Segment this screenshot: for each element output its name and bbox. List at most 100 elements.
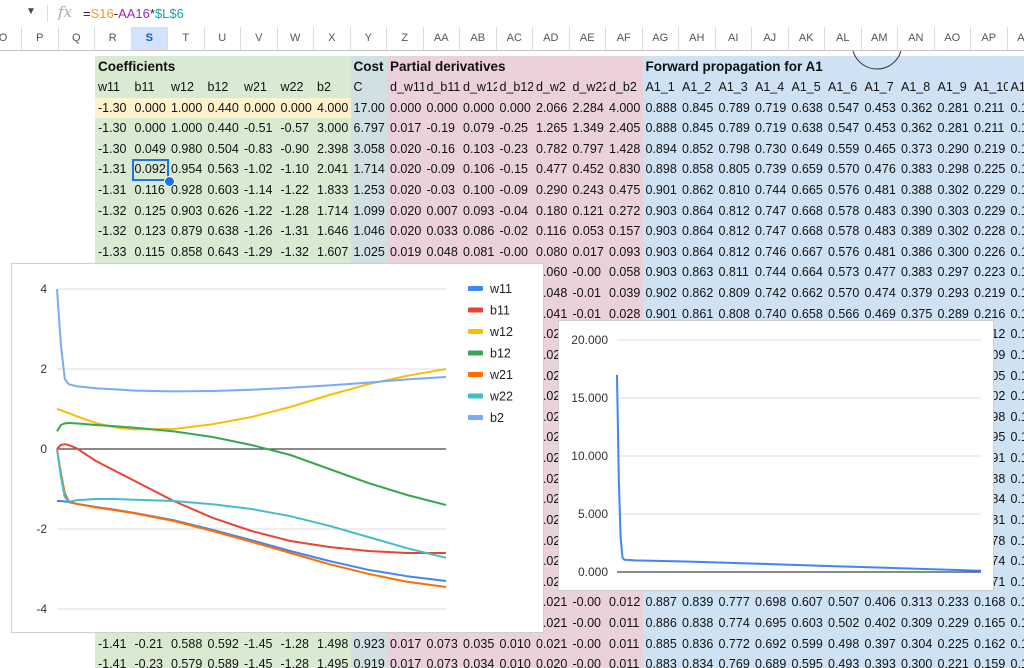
- column-label-a1_2[interactable]: A1_2: [679, 77, 716, 98]
- table-cell[interactable]: 0.221: [934, 654, 971, 668]
- table-cell[interactable]: 0.507: [825, 592, 862, 614]
- table-cell[interactable]: 0.769: [715, 654, 752, 668]
- formula-input[interactable]: =S16-AA16*$L$6: [83, 6, 184, 21]
- table-cell[interactable]: 0.389: [898, 221, 935, 243]
- table-cell[interactable]: 2.284: [569, 97, 606, 119]
- column-label-d_w12[interactable]: d_w12: [460, 77, 497, 98]
- table-cell[interactable]: 0.668: [788, 200, 825, 222]
- table-cell[interactable]: 0.695: [752, 613, 789, 634]
- table-cell[interactable]: 0.774: [715, 613, 752, 634]
- table-cell[interactable]: 0.229: [934, 613, 971, 634]
- table-cell[interactable]: 0.106: [460, 159, 497, 181]
- table-cell[interactable]: 0.862: [679, 283, 716, 305]
- table-cell[interactable]: 0.034: [460, 654, 497, 668]
- table-cell[interactable]: -1.28: [277, 654, 314, 668]
- table-cell[interactable]: -0.19: [423, 118, 460, 140]
- table-cell[interactable]: 0.885: [642, 633, 679, 655]
- table-cell[interactable]: 0.093: [460, 200, 497, 222]
- column-label-w12[interactable]: w12: [168, 77, 205, 98]
- column-header-ad[interactable]: AD: [533, 27, 570, 50]
- table-cell[interactable]: 0.123: [131, 221, 168, 243]
- table-cell[interactable]: 1.498: [314, 633, 351, 655]
- table-cell[interactable]: 0.309: [898, 613, 935, 634]
- column-header-o[interactable]: O: [0, 27, 22, 50]
- table-cell[interactable]: 0.1: [1007, 613, 1024, 634]
- table-cell[interactable]: 0.049: [131, 138, 168, 160]
- table-cell[interactable]: 0.903: [642, 241, 679, 263]
- table-cell[interactable]: 0.007: [423, 200, 460, 222]
- cell[interactable]: [898, 56, 935, 77]
- table-cell[interactable]: 2.041: [314, 159, 351, 181]
- table-cell[interactable]: 0.692: [752, 633, 789, 655]
- column-label-d_w11[interactable]: d_w11: [387, 77, 424, 98]
- column-label-w22[interactable]: w22: [277, 77, 314, 98]
- table-cell[interactable]: 0.730: [752, 138, 789, 160]
- table-cell[interactable]: 0.570: [825, 159, 862, 181]
- table-cell[interactable]: 0.386: [898, 241, 935, 263]
- table-cell[interactable]: -1.28: [277, 200, 314, 222]
- table-cell[interactable]: -0.15: [496, 159, 533, 181]
- legend-label-w11[interactable]: w11: [489, 282, 512, 296]
- table-cell[interactable]: 0.125: [131, 200, 168, 222]
- table-cell[interactable]: 0.058: [606, 262, 643, 284]
- column-header-ai[interactable]: AI: [716, 27, 752, 50]
- table-cell[interactable]: 0.1: [1007, 221, 1024, 243]
- table-cell[interactable]: 0.017: [387, 633, 424, 655]
- table-cell[interactable]: -0.04: [496, 200, 533, 222]
- table-cell[interactable]: 17.00: [350, 97, 387, 119]
- table-cell[interactable]: -1.30: [95, 118, 132, 140]
- table-cell[interactable]: 0.746: [752, 241, 789, 263]
- table-cell[interactable]: 0.954: [168, 159, 205, 181]
- table-cell[interactable]: 0.388: [898, 179, 935, 201]
- table-cell[interactable]: 0.797: [569, 138, 606, 160]
- table-cell[interactable]: 0.011: [606, 613, 643, 634]
- table-cell[interactable]: 0.017: [569, 241, 606, 263]
- table-cell[interactable]: 0.861: [679, 303, 716, 325]
- table-cell[interactable]: 0.483: [861, 221, 898, 243]
- table-cell[interactable]: 0.903: [642, 200, 679, 222]
- table-cell[interactable]: 0.297: [934, 262, 971, 284]
- table-cell[interactable]: -0.01: [569, 303, 606, 325]
- table-cell[interactable]: 0.902: [642, 283, 679, 305]
- column-label-d_b2[interactable]: d_b2: [606, 77, 643, 98]
- table-cell[interactable]: 0.048: [423, 241, 460, 263]
- table-cell[interactable]: 0.017: [387, 118, 424, 140]
- table-cell[interactable]: 0.1: [1007, 633, 1024, 655]
- table-cell[interactable]: 0.863: [679, 262, 716, 284]
- table-cell[interactable]: 0.812: [715, 241, 752, 263]
- table-cell[interactable]: 0.302: [934, 179, 971, 201]
- table-cell[interactable]: 0.225: [971, 159, 1008, 181]
- column-header-an[interactable]: AN: [898, 27, 935, 50]
- table-cell[interactable]: 0.834: [679, 654, 716, 668]
- table-cell[interactable]: 0.000: [423, 97, 460, 119]
- table-cell[interactable]: 0.805: [715, 159, 752, 181]
- table-cell[interactable]: -0.00: [496, 241, 533, 263]
- cell[interactable]: [131, 56, 168, 77]
- table-cell[interactable]: 0.1: [1007, 489, 1024, 511]
- table-cell[interactable]: 0.1: [1007, 406, 1024, 428]
- table-cell[interactable]: 0.901: [642, 303, 679, 325]
- legend-label-b2[interactable]: b2: [490, 411, 504, 425]
- table-cell[interactable]: 2.398: [314, 138, 351, 160]
- table-cell[interactable]: 0.595: [788, 654, 825, 668]
- column-label-a1_6[interactable]: A1_6: [825, 77, 862, 98]
- table-cell[interactable]: 0.1: [1007, 303, 1024, 325]
- column-header-y[interactable]: Y: [351, 27, 387, 50]
- column-label-d_w22[interactable]: d_w22: [569, 77, 606, 98]
- table-cell[interactable]: 0.864: [679, 221, 716, 243]
- table-cell[interactable]: 0.019: [387, 241, 424, 263]
- table-cell[interactable]: 0.588: [168, 633, 205, 655]
- section-title-partial-derivatives[interactable]: Partial derivatives: [387, 56, 506, 77]
- table-cell[interactable]: 0.603: [204, 179, 241, 201]
- table-cell[interactable]: 0.115: [131, 241, 168, 263]
- table-cell[interactable]: -1.28: [277, 633, 314, 655]
- table-cell[interactable]: 0.626: [204, 200, 241, 222]
- table-cell[interactable]: 0.576: [825, 241, 862, 263]
- table-cell[interactable]: 0.547: [825, 118, 862, 140]
- table-cell[interactable]: 0.116: [131, 179, 168, 201]
- table-cell[interactable]: 0.243: [569, 179, 606, 201]
- table-cell[interactable]: 0.100: [460, 179, 497, 201]
- table-cell[interactable]: -1.41: [95, 654, 132, 668]
- table-cell[interactable]: 0.483: [861, 200, 898, 222]
- table-cell[interactable]: 0.886: [642, 613, 679, 634]
